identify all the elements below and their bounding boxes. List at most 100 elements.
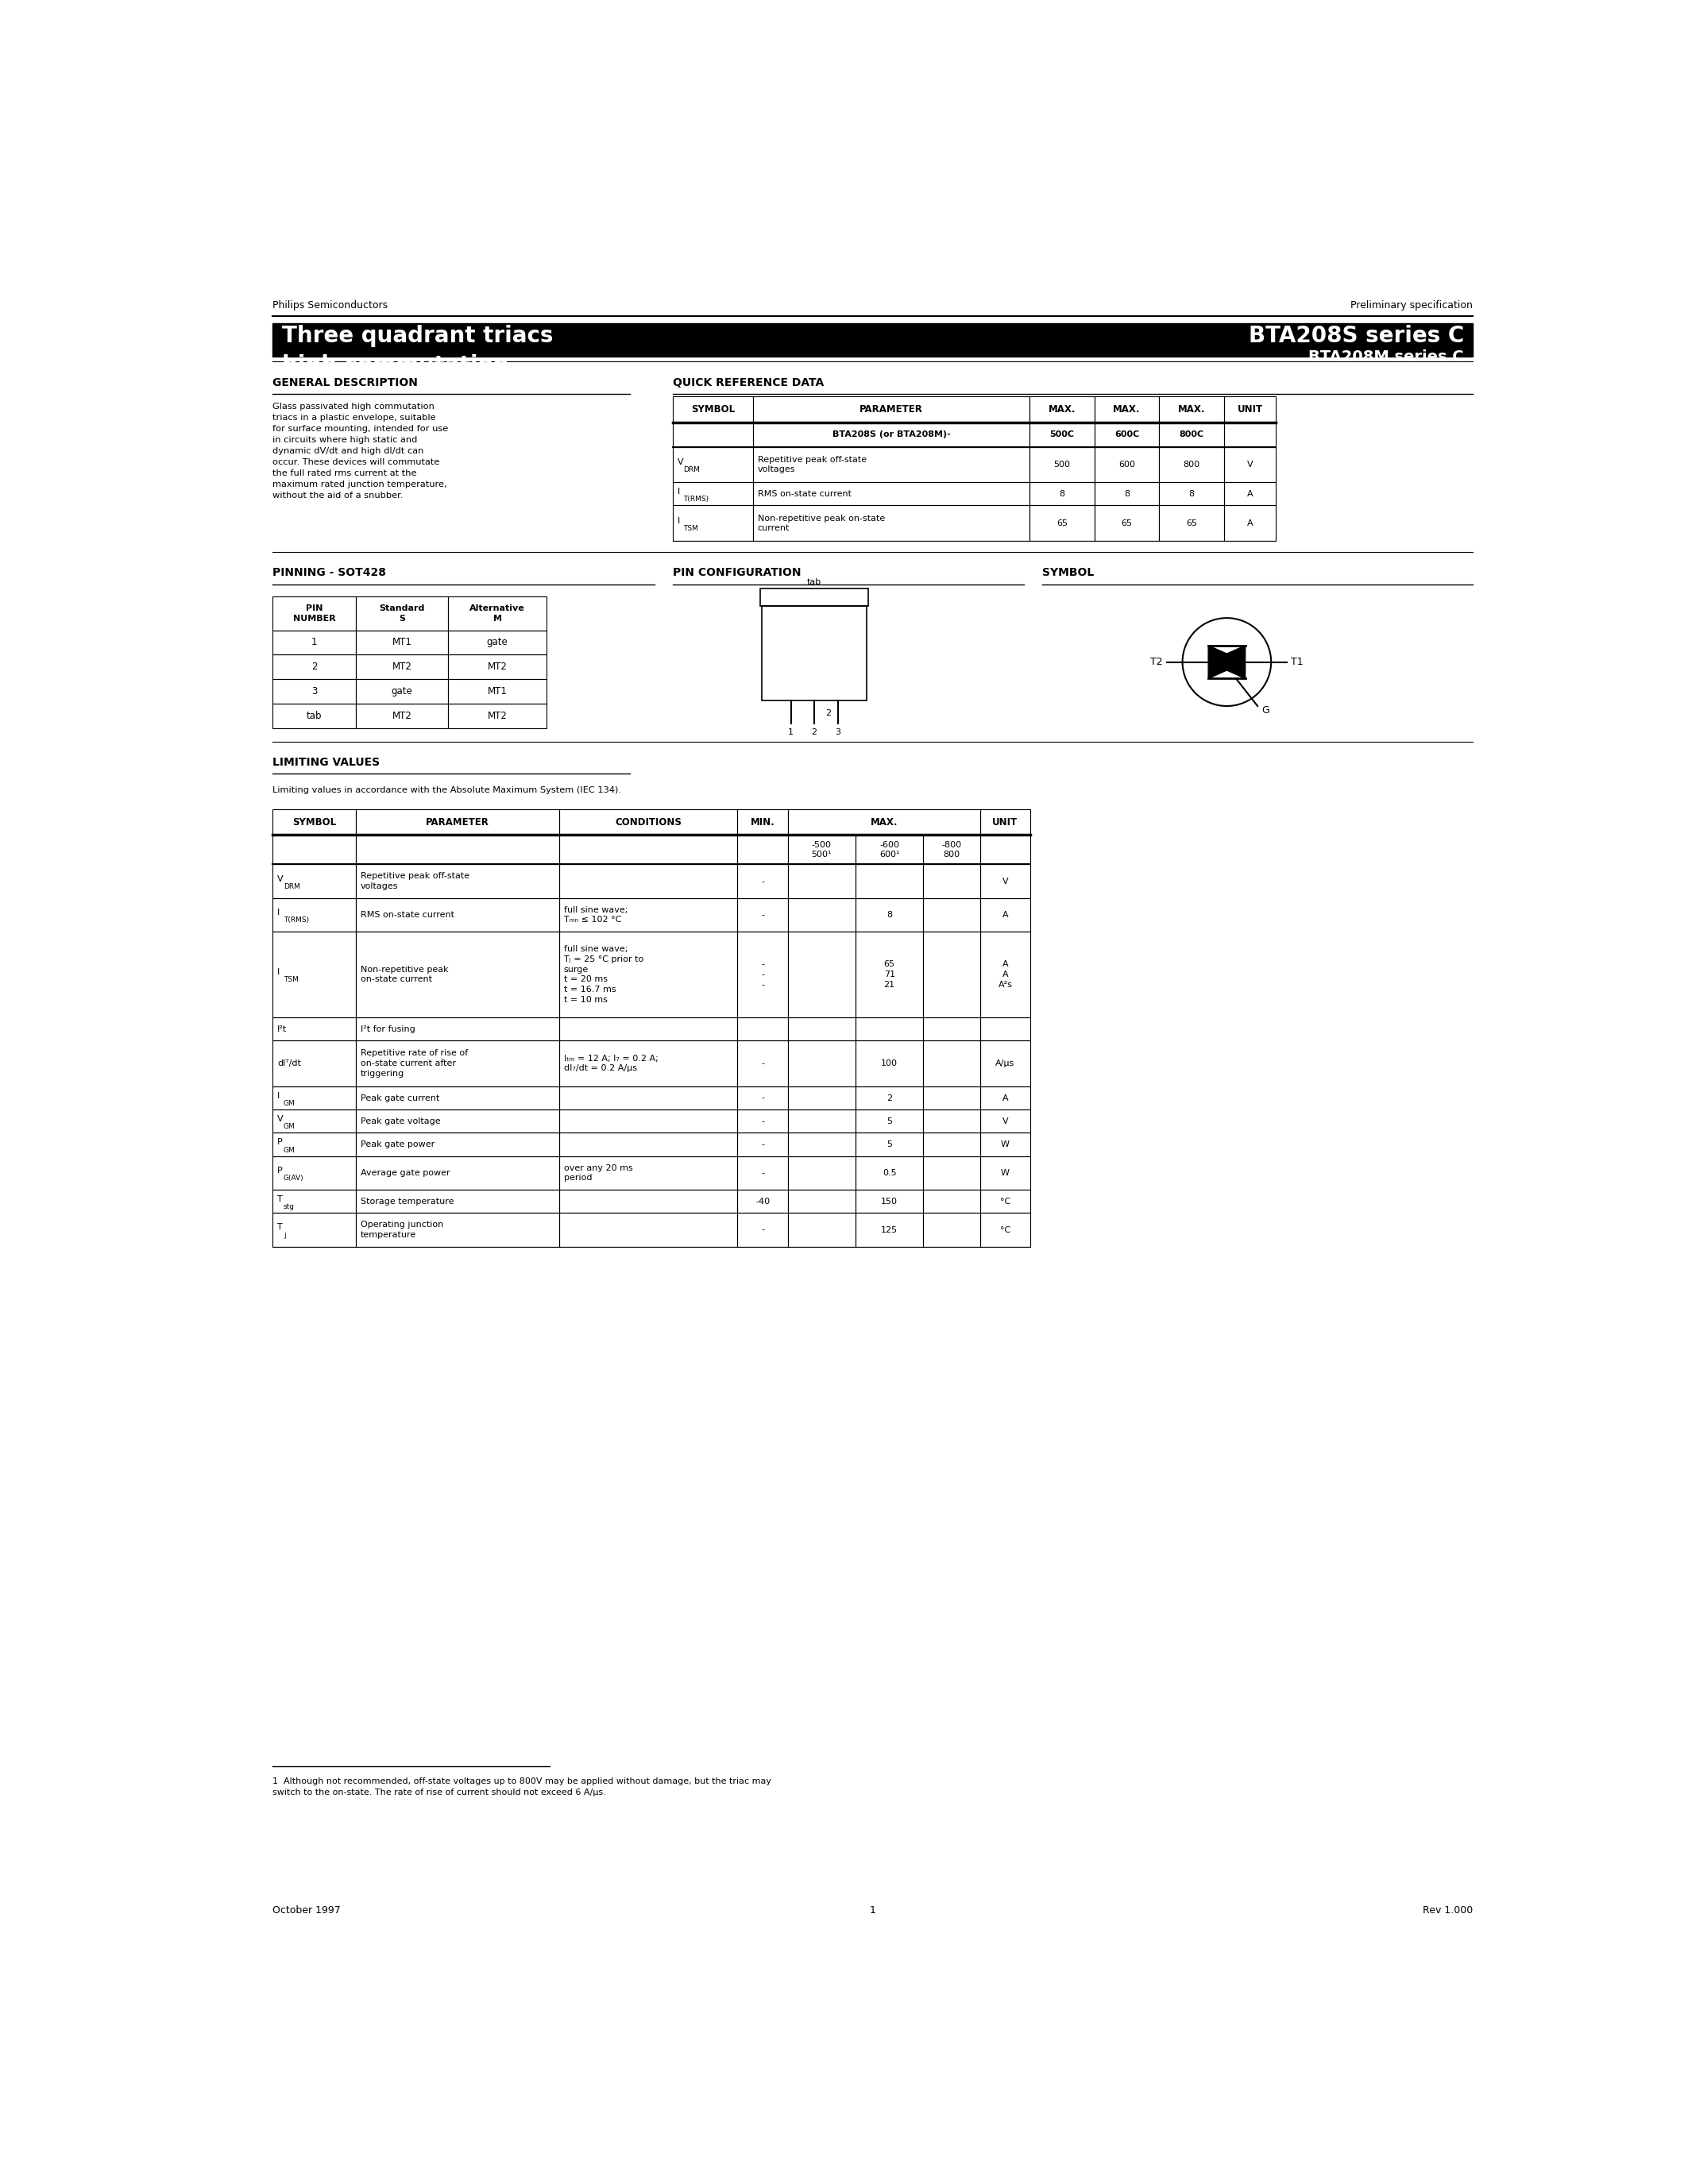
Bar xyxy=(559,1018,738,1040)
Text: 65: 65 xyxy=(1057,520,1069,526)
Bar xyxy=(559,898,738,933)
Bar xyxy=(559,834,738,865)
Text: 1: 1 xyxy=(788,727,793,736)
Bar xyxy=(272,865,356,898)
Bar xyxy=(447,655,547,679)
Bar xyxy=(356,1018,559,1040)
Text: T(RMS): T(RMS) xyxy=(284,917,309,924)
Bar xyxy=(981,1018,1030,1040)
Text: Repetitive rate of rise of
on-state current after
triggering: Repetitive rate of rise of on-state curr… xyxy=(361,1048,468,1077)
Bar xyxy=(856,1133,923,1155)
Bar xyxy=(356,596,447,631)
Text: full sine wave;
Tⱼ = 25 °C prior to
surge
t = 20 ms
t = 16.7 ms
t = 10 ms: full sine wave; Tⱼ = 25 °C prior to surg… xyxy=(564,946,643,1005)
Bar xyxy=(788,1212,856,1247)
Text: DRM: DRM xyxy=(284,882,300,891)
Text: SYMBOL: SYMBOL xyxy=(690,404,734,415)
Bar xyxy=(981,1133,1030,1155)
Bar xyxy=(856,1085,923,1109)
Text: A/μs: A/μs xyxy=(996,1059,1014,1068)
Bar xyxy=(272,834,356,865)
Text: stg: stg xyxy=(284,1203,294,1210)
Bar xyxy=(981,1155,1030,1190)
Text: -40: -40 xyxy=(756,1197,770,1206)
Bar xyxy=(272,1155,356,1190)
Bar xyxy=(856,1018,923,1040)
Bar xyxy=(1094,422,1160,448)
Bar xyxy=(272,1133,356,1155)
Bar xyxy=(788,1040,856,1085)
Text: T(RMS): T(RMS) xyxy=(684,496,709,502)
Text: 600C: 600C xyxy=(1114,430,1139,439)
Text: -500
500¹: -500 500¹ xyxy=(812,841,832,858)
Bar xyxy=(788,1155,856,1190)
Text: MAX.: MAX. xyxy=(1112,404,1141,415)
Bar xyxy=(788,1018,856,1040)
Text: SYMBOL: SYMBOL xyxy=(1041,568,1094,579)
Bar xyxy=(356,1109,559,1133)
Bar xyxy=(738,1109,788,1133)
Bar xyxy=(738,933,788,1018)
Bar xyxy=(1030,483,1094,505)
Polygon shape xyxy=(1209,646,1246,679)
Bar xyxy=(761,605,866,701)
Bar xyxy=(856,1155,923,1190)
Bar xyxy=(356,933,559,1018)
Text: Preliminary specification: Preliminary specification xyxy=(1350,299,1474,310)
Text: high commutation: high commutation xyxy=(282,354,508,376)
Text: MAX.: MAX. xyxy=(1178,404,1205,415)
Text: GM: GM xyxy=(284,1147,295,1153)
Bar xyxy=(559,1212,738,1247)
Text: V: V xyxy=(1003,878,1008,885)
Bar xyxy=(1224,483,1276,505)
Bar xyxy=(856,933,923,1018)
Bar xyxy=(981,834,1030,865)
Text: T: T xyxy=(277,1223,284,1232)
Bar xyxy=(559,1133,738,1155)
Bar xyxy=(981,810,1030,834)
Text: A: A xyxy=(1247,489,1252,498)
Text: tab: tab xyxy=(807,579,822,585)
Text: 100: 100 xyxy=(881,1059,898,1068)
Bar xyxy=(753,397,1030,422)
Bar xyxy=(923,834,981,865)
Text: Peak gate voltage: Peak gate voltage xyxy=(361,1118,441,1125)
Bar xyxy=(923,1018,981,1040)
Text: Rev 1.000: Rev 1.000 xyxy=(1423,1904,1474,1915)
Text: 500: 500 xyxy=(1053,461,1070,467)
Text: -: - xyxy=(761,1094,765,1103)
Bar xyxy=(674,483,753,505)
Text: Peak gate current: Peak gate current xyxy=(361,1094,439,1103)
Text: P: P xyxy=(277,1138,284,1147)
Bar xyxy=(559,865,738,898)
Bar xyxy=(1030,422,1094,448)
Text: Peak gate power: Peak gate power xyxy=(361,1140,436,1149)
Bar xyxy=(1030,397,1094,422)
Bar xyxy=(356,1155,559,1190)
Text: 65: 65 xyxy=(1187,520,1197,526)
Bar xyxy=(356,898,559,933)
Bar xyxy=(272,898,356,933)
Text: 8: 8 xyxy=(1188,489,1193,498)
Bar xyxy=(981,1212,1030,1247)
Text: -: - xyxy=(761,1140,765,1149)
Text: -800
800: -800 800 xyxy=(942,841,962,858)
Text: 0.5: 0.5 xyxy=(883,1168,896,1177)
Bar xyxy=(1160,422,1224,448)
Text: BTA208M series C: BTA208M series C xyxy=(1308,349,1463,365)
Text: V: V xyxy=(677,459,684,465)
Bar xyxy=(356,1212,559,1247)
Text: 125: 125 xyxy=(881,1225,898,1234)
Bar xyxy=(272,596,356,631)
Bar xyxy=(356,1133,559,1155)
Text: MT2: MT2 xyxy=(488,662,506,673)
Text: 2: 2 xyxy=(886,1094,893,1103)
Text: 800C: 800C xyxy=(1178,430,1204,439)
Bar xyxy=(981,1040,1030,1085)
Bar xyxy=(788,834,856,865)
Text: PIN
NUMBER: PIN NUMBER xyxy=(292,605,336,622)
Text: October 1997: October 1997 xyxy=(272,1904,341,1915)
Text: I: I xyxy=(677,487,680,496)
Text: over any 20 ms
period: over any 20 ms period xyxy=(564,1164,633,1182)
Text: UNIT: UNIT xyxy=(1237,404,1263,415)
Text: GENERAL DESCRIPTION: GENERAL DESCRIPTION xyxy=(272,378,419,389)
